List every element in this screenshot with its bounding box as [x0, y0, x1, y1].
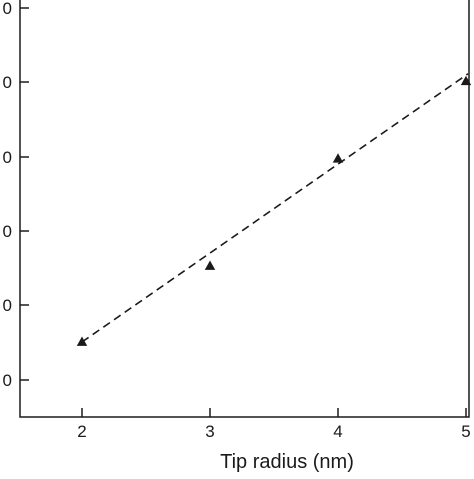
- y-tick-label: 0: [3, 296, 12, 315]
- data-point-triangle: [76, 336, 88, 346]
- y-tick-label: 0: [3, 73, 12, 92]
- x-axis-ticks: 2 3 4 5: [77, 408, 471, 441]
- x-tick-label: 4: [333, 422, 342, 441]
- fit-line-layer: [81, 73, 469, 343]
- y-tick-label: 0: [3, 148, 12, 167]
- x-tick-label: 2: [77, 422, 86, 441]
- y-tick-label: 0: [3, 222, 12, 241]
- data-point-triangle: [460, 75, 472, 86]
- x-tick-label: 3: [205, 422, 214, 441]
- data-points-layer: [76, 75, 472, 346]
- y-axis-ticks: 0 0 0 0 0 0: [3, 0, 29, 390]
- plot-frame: [19, 0, 470, 418]
- data-point-triangle: [204, 260, 216, 270]
- fit-line: [81, 73, 469, 343]
- x-tick-label: 5: [461, 422, 470, 441]
- y-tick-label: 0: [3, 371, 12, 390]
- data-point-triangle: [332, 153, 344, 163]
- y-tick-label: 0: [3, 0, 12, 18]
- x-axis-label: Tip radius (nm): [220, 451, 354, 473]
